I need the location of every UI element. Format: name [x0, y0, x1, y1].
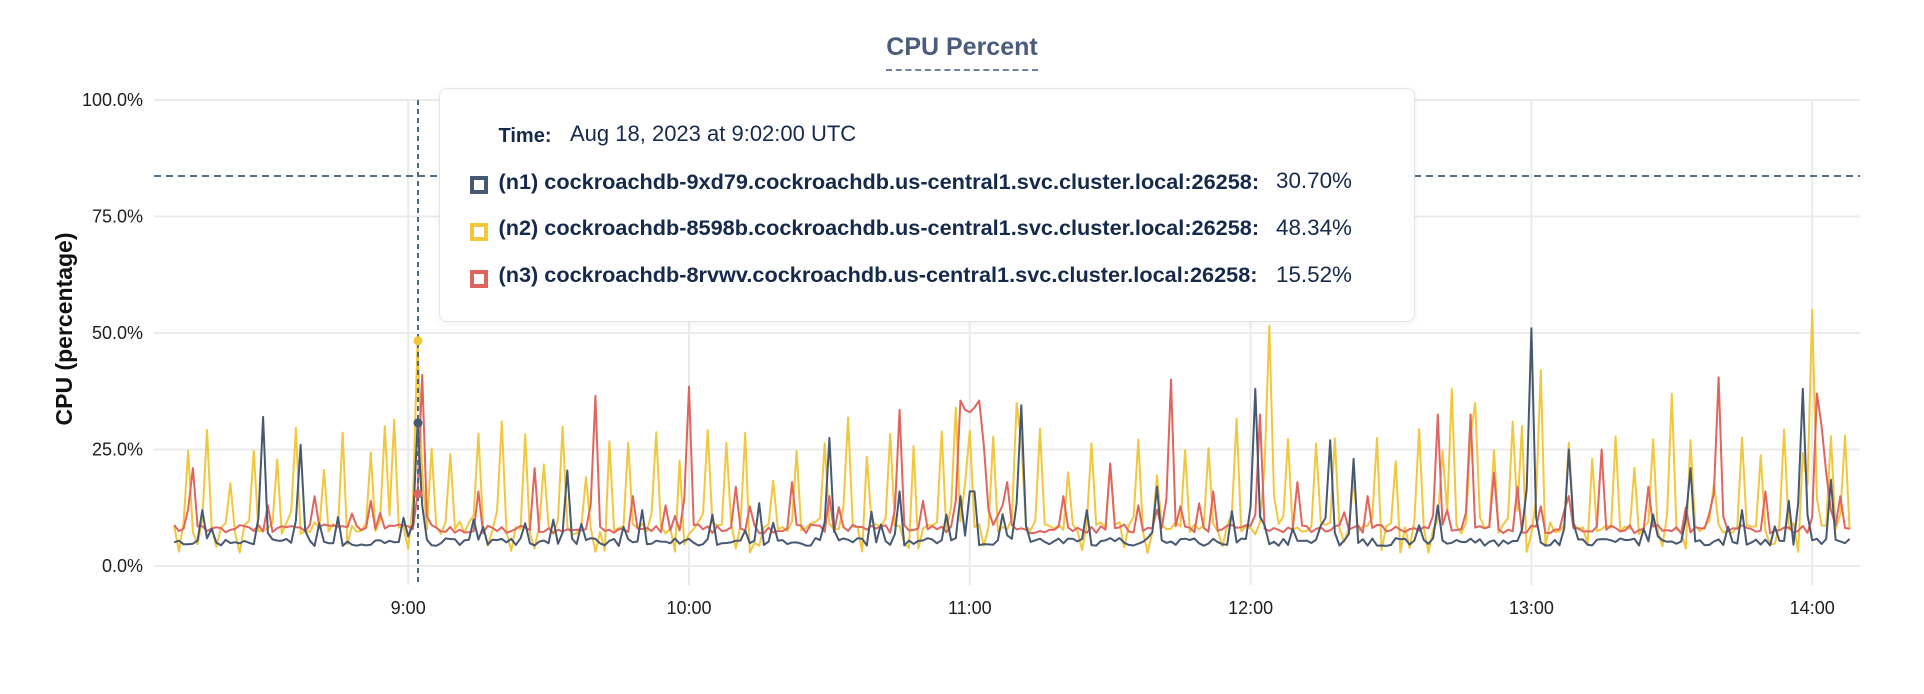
svg-text:0.0%: 0.0%	[102, 556, 143, 576]
svg-text:50.0%: 50.0%	[92, 323, 143, 343]
svg-text:14:00: 14:00	[1790, 598, 1835, 618]
svg-text:10:00: 10:00	[666, 598, 711, 618]
svg-text:100.0%: 100.0%	[82, 90, 143, 110]
svg-text:75.0%: 75.0%	[92, 207, 143, 227]
svg-text:25.0%: 25.0%	[92, 440, 143, 460]
svg-text:9:00: 9:00	[391, 598, 426, 618]
svg-text:11:00: 11:00	[948, 598, 992, 618]
svg-text:12:00: 12:00	[1228, 598, 1273, 618]
svg-text:13:00: 13:00	[1509, 598, 1554, 618]
svg-text:CPU (percentage): CPU (percentage)	[51, 233, 77, 426]
